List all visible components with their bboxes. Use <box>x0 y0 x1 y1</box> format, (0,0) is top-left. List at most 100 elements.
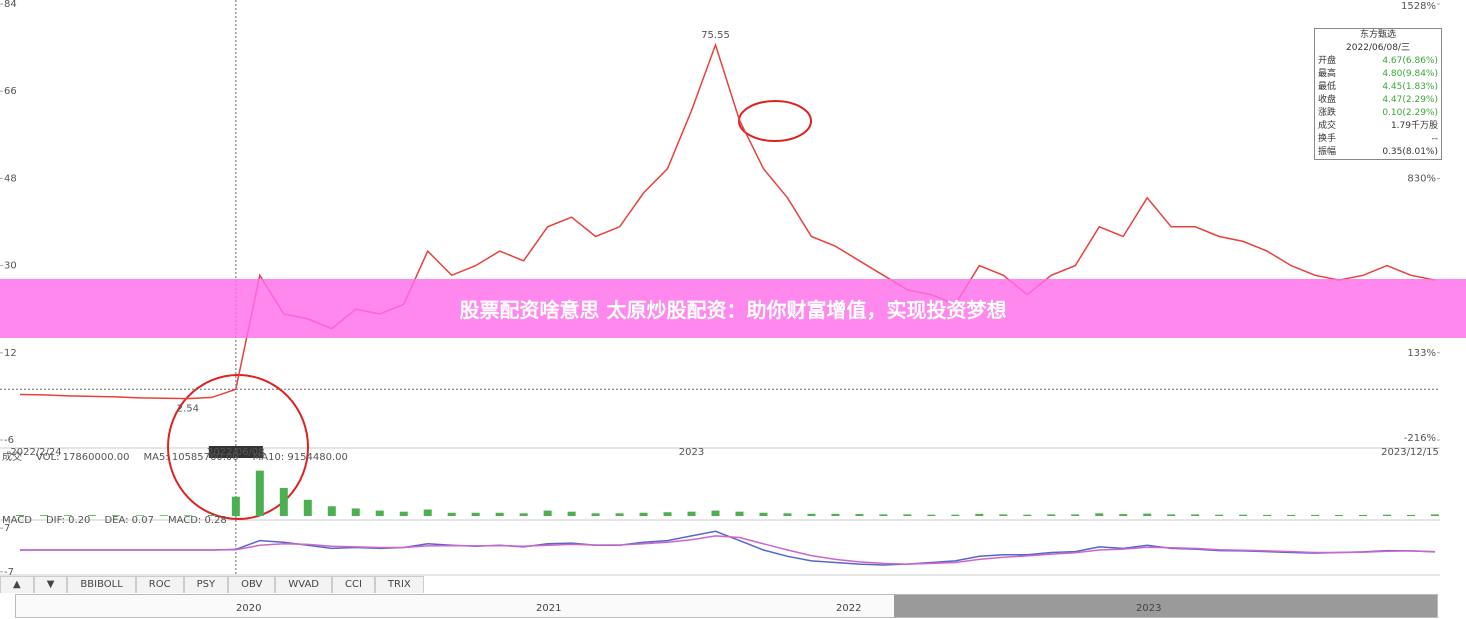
volume-bar <box>1119 514 1128 516</box>
tab[interactable]: TRIX <box>374 576 424 593</box>
banner: 股票配资啥意思 太原炒股配资：助你财富增值，实现投资梦想 <box>0 279 1466 338</box>
legend-text: MA5: 10585760.00 <box>143 452 238 463</box>
volume-bar <box>1359 514 1368 516</box>
series-line <box>19 42 1436 400</box>
volume-bar <box>1287 514 1296 516</box>
volume-bar <box>447 512 456 516</box>
volume-bar <box>111 515 120 516</box>
volume-bar <box>63 515 72 516</box>
y-tick-label: 12 <box>4 348 17 359</box>
volume-bar <box>1431 514 1439 516</box>
volume-bar <box>1095 513 1104 516</box>
volume-bar <box>399 511 408 516</box>
volume-bar <box>207 515 216 516</box>
volume-bar <box>807 513 816 516</box>
legend-text: VOL: 17860000.00 <box>36 452 129 463</box>
info-value: 4.47(2.29%) <box>1382 95 1438 105</box>
info-row: 成交 1.79千万股 <box>1315 120 1441 133</box>
volume-bar <box>1023 514 1032 516</box>
info-panel: 东方甄选 2022/06/08/三 开盘 4.67(6.86%) 最高 4.80(9.… <box>1314 28 1442 160</box>
volume-bar <box>663 512 672 516</box>
volume-bar <box>615 513 624 516</box>
tab[interactable]: WVAD <box>275 576 332 593</box>
tab[interactable]: ▼ <box>33 576 68 593</box>
value-label: 2.54 <box>177 404 199 415</box>
volume-bar <box>1263 514 1272 516</box>
volume-bar <box>1143 513 1152 516</box>
volume-bar <box>639 512 648 516</box>
legend-text: DEA: 0.07 <box>104 515 154 526</box>
volume-bar <box>1191 514 1200 516</box>
volume-bar <box>1239 514 1248 516</box>
info-value: 4.45(1.83%) <box>1382 82 1438 92</box>
y-tick-label: 84 <box>4 0 17 10</box>
tab[interactable]: BBIBOLL <box>67 576 136 593</box>
navigator-year: 2021 <box>536 603 562 614</box>
x-tick-label: 2022/2/24 <box>10 447 61 458</box>
volume-bar <box>1335 515 1344 516</box>
info-row: 换手 -- <box>1315 133 1441 146</box>
info-title: 东方甄选 <box>1359 30 1396 40</box>
volume-bar <box>1071 514 1080 516</box>
info-key: 收盘 <box>1318 95 1337 105</box>
info-key: 成交 <box>1318 121 1337 131</box>
volume-bar <box>135 515 144 516</box>
volume-bar <box>231 496 240 516</box>
tab[interactable]: PSY <box>183 576 229 593</box>
volume-bar <box>591 513 600 516</box>
volume-bar <box>495 512 504 516</box>
volume-bar <box>471 512 480 516</box>
volume-bar <box>16 515 24 516</box>
info-value: 0.10(2.29%) <box>1382 108 1438 118</box>
value-label: 75.55 <box>701 30 730 41</box>
volume-bar <box>855 514 864 516</box>
info-key: 最高 <box>1318 69 1337 79</box>
hand-drawn-circle <box>167 374 309 520</box>
tab[interactable]: CCI <box>332 576 375 593</box>
volume-bar <box>999 514 1008 516</box>
info-row: 振幅 0.35(8.01%) <box>1315 146 1441 159</box>
volume-bar <box>879 514 888 516</box>
volume-bar <box>39 515 48 516</box>
legend-text: MACD <box>2 515 32 526</box>
navigator-selection[interactable] <box>894 595 1437 617</box>
hand-drawn-circle <box>738 100 812 142</box>
tab[interactable]: OBV <box>228 576 276 593</box>
y-tick-label: 66 <box>4 86 17 97</box>
volume-bar <box>831 513 840 516</box>
info-key: 换手 <box>1318 134 1337 144</box>
info-value: 0.35(8.01%) <box>1382 147 1438 157</box>
chart: 84 66 48 30 12 -6 1528% 830% 133% -216% 2022/2/24 2… <box>0 0 1440 578</box>
info-key: 开盘 <box>1318 56 1337 66</box>
y2-tick-label: 830% <box>1407 174 1436 185</box>
volume-bar <box>1407 514 1416 516</box>
volume-bar <box>567 511 576 516</box>
info-row: 最低 4.45(1.83%) <box>1315 81 1441 94</box>
series-line <box>20 535 1436 565</box>
volume-bar <box>783 513 792 516</box>
volume-bar <box>759 512 768 516</box>
info-value: -- <box>1431 134 1439 144</box>
y-tick-label: 7 <box>4 523 10 534</box>
volume-bar <box>183 515 192 516</box>
volume-bar <box>1215 514 1224 516</box>
navigator-year: 2023 <box>1136 603 1162 614</box>
navigator[interactable]: 2020 2021 2022 2023 <box>15 594 1438 618</box>
volume-bar <box>327 506 336 516</box>
info-value: 1.79千万股 <box>1390 121 1438 131</box>
volume-bar <box>1167 514 1176 516</box>
y2-tick-label: 1528% <box>1401 1 1436 12</box>
volume-bar <box>735 511 744 516</box>
volume-bar <box>951 514 960 516</box>
volume-bar <box>279 487 288 516</box>
y-tick-label: -7 <box>4 567 14 576</box>
volume-bar <box>159 515 168 516</box>
y-tick-label: -6 <box>4 435 14 446</box>
info-value: 4.80(9.84%) <box>1382 69 1438 79</box>
tab[interactable]: ▲ <box>0 576 34 593</box>
info-key: 涨跌 <box>1318 108 1337 118</box>
tab[interactable]: ROC <box>135 576 184 593</box>
volume-bar <box>543 510 552 516</box>
info-value: 4.67(6.86%) <box>1382 56 1438 66</box>
volume-bar <box>903 514 912 516</box>
